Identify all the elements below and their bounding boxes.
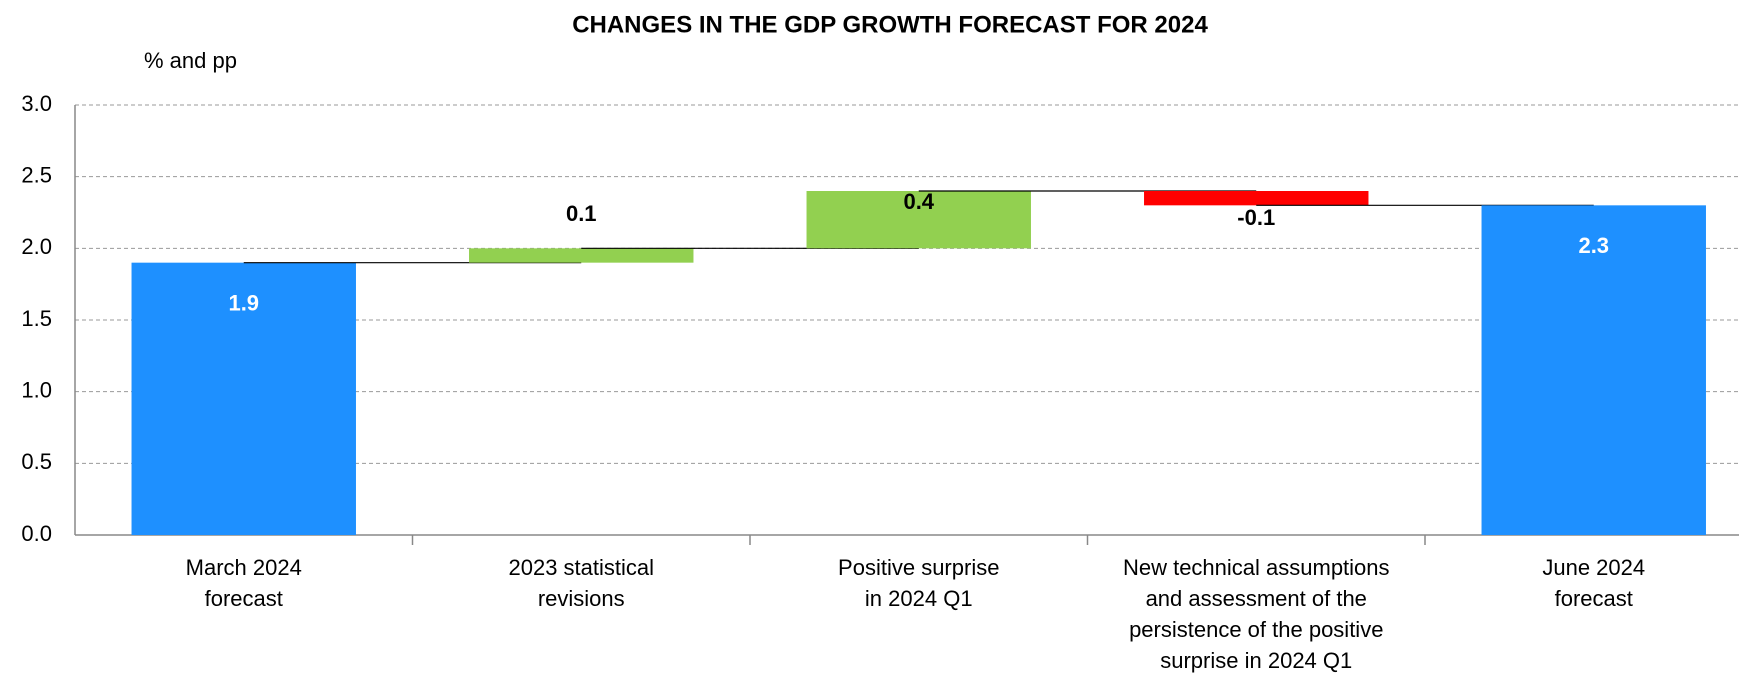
bar bbox=[1144, 191, 1369, 206]
x-tick-label: 2023 statistical bbox=[508, 555, 654, 580]
bar bbox=[1481, 205, 1706, 536]
value-label: 1.9 bbox=[228, 290, 259, 315]
y-tick-label: 1.5 bbox=[21, 306, 52, 331]
y-tick-label: 2.0 bbox=[21, 234, 52, 259]
value-label: 0.1 bbox=[566, 201, 597, 226]
x-tick-label: in 2024 Q1 bbox=[865, 586, 973, 611]
y-tick-label: 1.0 bbox=[21, 377, 52, 402]
value-label: -0.1 bbox=[1237, 205, 1275, 230]
x-tick-label: forecast bbox=[205, 586, 283, 611]
value-label: 0.4 bbox=[903, 189, 934, 214]
x-tick-label: forecast bbox=[1555, 586, 1633, 611]
x-tick-label: June 2024 bbox=[1542, 555, 1645, 580]
x-tick-label: persistence of the positive bbox=[1129, 617, 1383, 642]
x-tick-label: revisions bbox=[538, 586, 625, 611]
bar bbox=[806, 191, 1031, 249]
x-tick-label: Positive surprise bbox=[838, 555, 999, 580]
y-tick-label: 0.5 bbox=[21, 449, 52, 474]
y-tick-label: 0.0 bbox=[21, 521, 52, 546]
x-tick-label: New technical assumptions bbox=[1123, 555, 1390, 580]
bar bbox=[469, 248, 694, 263]
value-label: 2.3 bbox=[1578, 233, 1609, 258]
y-tick-label: 2.5 bbox=[21, 162, 52, 187]
chart-title: CHANGES IN THE GDP GROWTH FORECAST FOR 2… bbox=[572, 11, 1208, 38]
x-tick-label: March 2024 bbox=[186, 555, 302, 580]
bar bbox=[131, 262, 356, 535]
x-tick-label: surprise in 2024 Q1 bbox=[1160, 648, 1352, 673]
y-axis-label: % and pp bbox=[144, 48, 237, 73]
x-tick-label: and assessment of the bbox=[1146, 586, 1367, 611]
y-tick-label: 3.0 bbox=[21, 91, 52, 116]
